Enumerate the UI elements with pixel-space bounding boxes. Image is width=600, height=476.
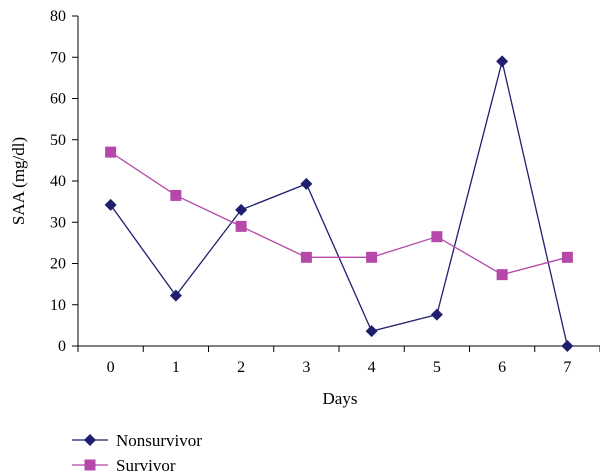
x-axis-title: Days [323,389,358,408]
y-tick-label: 40 [50,173,66,190]
x-tick-label: 0 [107,359,115,376]
legend-marker [84,434,96,446]
series-nonsurvivor [104,55,574,352]
legend-item-survivor: Survivor [72,456,176,475]
data-point-survivor [496,269,508,281]
data-point-nonsurvivor [430,308,443,321]
legend-marker [84,459,96,471]
y-tick-label: 80 [50,8,66,25]
series-line-nonsurvivor [110,61,569,347]
x-tick-label: 5 [433,359,441,376]
y-tick-label: 20 [50,256,66,273]
data-point-nonsurvivor [365,325,378,338]
data-point-survivor [235,220,247,232]
y-tick-label: 10 [50,297,66,314]
y-tick-label: 60 [50,91,66,108]
data-point-nonsurvivor [169,289,182,302]
data-point-nonsurvivor [496,55,509,68]
x-tick-label: 3 [302,359,310,376]
x-tick-label: 1 [172,359,180,376]
y-tick-label: 70 [50,49,66,66]
legend-label: Survivor [116,456,176,475]
data-point-survivor [300,251,312,263]
legend: Nonsurvivor Survivor [72,431,202,475]
x-tick-label: 2 [237,359,245,376]
x-tick-label: 6 [498,359,506,376]
series-survivor [105,146,573,281]
data-point-survivor [366,251,378,263]
legend-label: Nonsurvivor [116,431,202,450]
data-point-survivor [170,189,182,201]
data-point-nonsurvivor [235,203,248,216]
y-axis-title: SAA (mg/dl) [9,137,28,225]
y-tick-label: 0 [58,338,66,355]
data-point-survivor [105,146,117,158]
y-tick-label: 30 [50,214,66,231]
x-tick-label: 7 [563,359,571,376]
data-point-nonsurvivor [300,177,313,190]
axes: 0 10 20 30 40 50 60 70 80 0 1 2 3 4 5 6 7 [50,8,600,376]
x-tick-label: 4 [368,359,376,376]
data-point-survivor [561,251,573,263]
data-point-survivor [431,231,443,243]
series-line-survivor [110,151,568,276]
y-tick-label: 50 [50,132,66,149]
data-point-nonsurvivor [561,340,574,352]
series-layer [104,55,574,352]
data-point-nonsurvivor [104,198,117,211]
legend-item-nonsurvivor: Nonsurvivor [72,431,202,450]
